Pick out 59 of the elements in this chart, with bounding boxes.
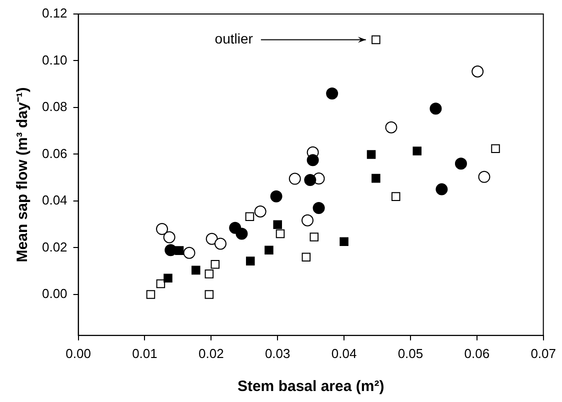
point: [206, 232, 218, 245]
x-tick-label: 0.06: [464, 346, 490, 361]
point: [276, 229, 285, 238]
point: [236, 228, 248, 240]
y-axis-title: Mean sap flow (m³ day⁻¹): [14, 87, 32, 262]
point: [326, 87, 338, 100]
y-tick-label: 0.10: [42, 52, 68, 68]
x-tick-label: 0.07: [530, 346, 556, 361]
x-axis-title: Stem basal area (m²): [237, 378, 384, 396]
point: [372, 174, 380, 183]
point: [472, 66, 484, 78]
y-tick-label: 0.02: [42, 239, 68, 254]
point: [491, 144, 500, 154]
point: [372, 35, 380, 44]
point: [436, 183, 448, 196]
point: [264, 246, 274, 254]
x-tick-label: 0.02: [198, 346, 224, 361]
point: [210, 260, 220, 269]
point: [146, 290, 156, 299]
point: [246, 256, 255, 266]
point: [214, 238, 226, 250]
point: [366, 150, 376, 159]
point: [273, 220, 282, 229]
point: [430, 102, 442, 115]
x-tick-label: 0.00: [66, 346, 91, 361]
point: [183, 246, 196, 259]
point: [412, 146, 422, 156]
point: [204, 290, 214, 299]
x-tick-label: 0.05: [398, 346, 424, 361]
point: [270, 190, 282, 202]
annotation: outlier: [214, 30, 254, 47]
point: [454, 158, 467, 170]
point: [302, 214, 314, 226]
y-tick-label: 0.12: [42, 6, 68, 21]
point: [302, 252, 311, 262]
point: [164, 274, 172, 283]
point: [310, 232, 319, 242]
y-tick-label: 0.08: [42, 99, 68, 114]
x-tick-label: 0.04: [331, 346, 357, 361]
point: [306, 154, 319, 166]
point: [254, 206, 266, 218]
point: [164, 244, 177, 256]
point: [163, 231, 176, 244]
point: [312, 202, 325, 214]
point: [391, 192, 400, 201]
point: [340, 237, 348, 246]
y-tick-label: 0.06: [42, 146, 68, 161]
point: [385, 121, 398, 134]
x-tick-label: 0.01: [132, 346, 158, 361]
point: [156, 223, 168, 236]
x-tick-label: 0.03: [264, 346, 290, 361]
y-tick-label: 0.00: [42, 286, 68, 302]
point: [304, 174, 316, 186]
point: [478, 170, 490, 183]
y-tick-label: 0.04: [42, 192, 68, 208]
point: [204, 270, 214, 278]
point: [245, 212, 254, 222]
point: [288, 172, 301, 185]
point: [192, 266, 200, 275]
